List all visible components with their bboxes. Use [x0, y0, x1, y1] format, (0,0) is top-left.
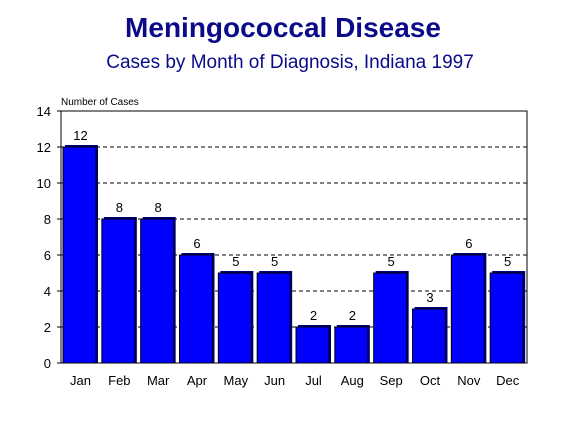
bar-jan — [62, 146, 97, 364]
bar-apr — [179, 254, 213, 364]
y-tick-label: 6 — [44, 248, 51, 263]
y-tick-label: 2 — [44, 320, 51, 335]
bar-sep — [373, 272, 408, 364]
data-label: 12 — [73, 128, 87, 143]
x-tick-label: Mar — [147, 373, 170, 388]
data-label: 2 — [349, 308, 356, 323]
x-tick-label: Jul — [305, 373, 322, 388]
data-label: 6 — [465, 236, 472, 251]
data-label: 5 — [388, 254, 395, 269]
x-tick-label: Dec — [496, 373, 520, 388]
y-tick-label: 12 — [37, 140, 51, 155]
x-tick-label: Sep — [380, 373, 403, 388]
bar-feb — [101, 218, 136, 364]
data-label: 8 — [116, 200, 123, 215]
chart-subtitle: Cases by Month of Diagnosis, Indiana 199… — [106, 52, 474, 73]
data-label: 3 — [426, 290, 433, 305]
x-tick-label: Apr — [187, 373, 208, 388]
y-axis-label: Number of Cases — [61, 97, 139, 108]
data-label: 2 — [310, 308, 317, 323]
data-label: 8 — [155, 200, 162, 215]
chart-title: Meningococcal Disease — [125, 12, 441, 43]
bar-jul — [295, 326, 330, 364]
x-tick-label: Jan — [70, 373, 91, 388]
bar-nov — [450, 254, 485, 364]
x-tick-label: Oct — [420, 373, 441, 388]
y-tick-label: 10 — [37, 176, 51, 191]
bar-jun — [256, 272, 291, 364]
data-label: 5 — [232, 254, 239, 269]
plot-frame — [60, 110, 528, 364]
x-tick-label: Aug — [341, 373, 364, 388]
bar-oct — [412, 308, 446, 364]
data-label: 5 — [271, 254, 278, 269]
x-tick-label: May — [224, 373, 249, 388]
x-tick-label: Feb — [108, 373, 130, 388]
bar-mar — [140, 218, 175, 364]
x-tick-label: Nov — [457, 373, 481, 388]
bar-aug — [334, 326, 369, 364]
data-label: 5 — [504, 254, 511, 269]
data-label: 6 — [193, 236, 200, 251]
x-tick-label: Jun — [264, 373, 285, 388]
y-tick-label: 14 — [37, 104, 51, 119]
bar-dec — [489, 272, 524, 364]
y-tick-label: 4 — [44, 284, 51, 299]
y-tick-label: 8 — [44, 212, 51, 227]
y-tick-label: 0 — [44, 356, 51, 371]
bar-may — [217, 272, 252, 364]
